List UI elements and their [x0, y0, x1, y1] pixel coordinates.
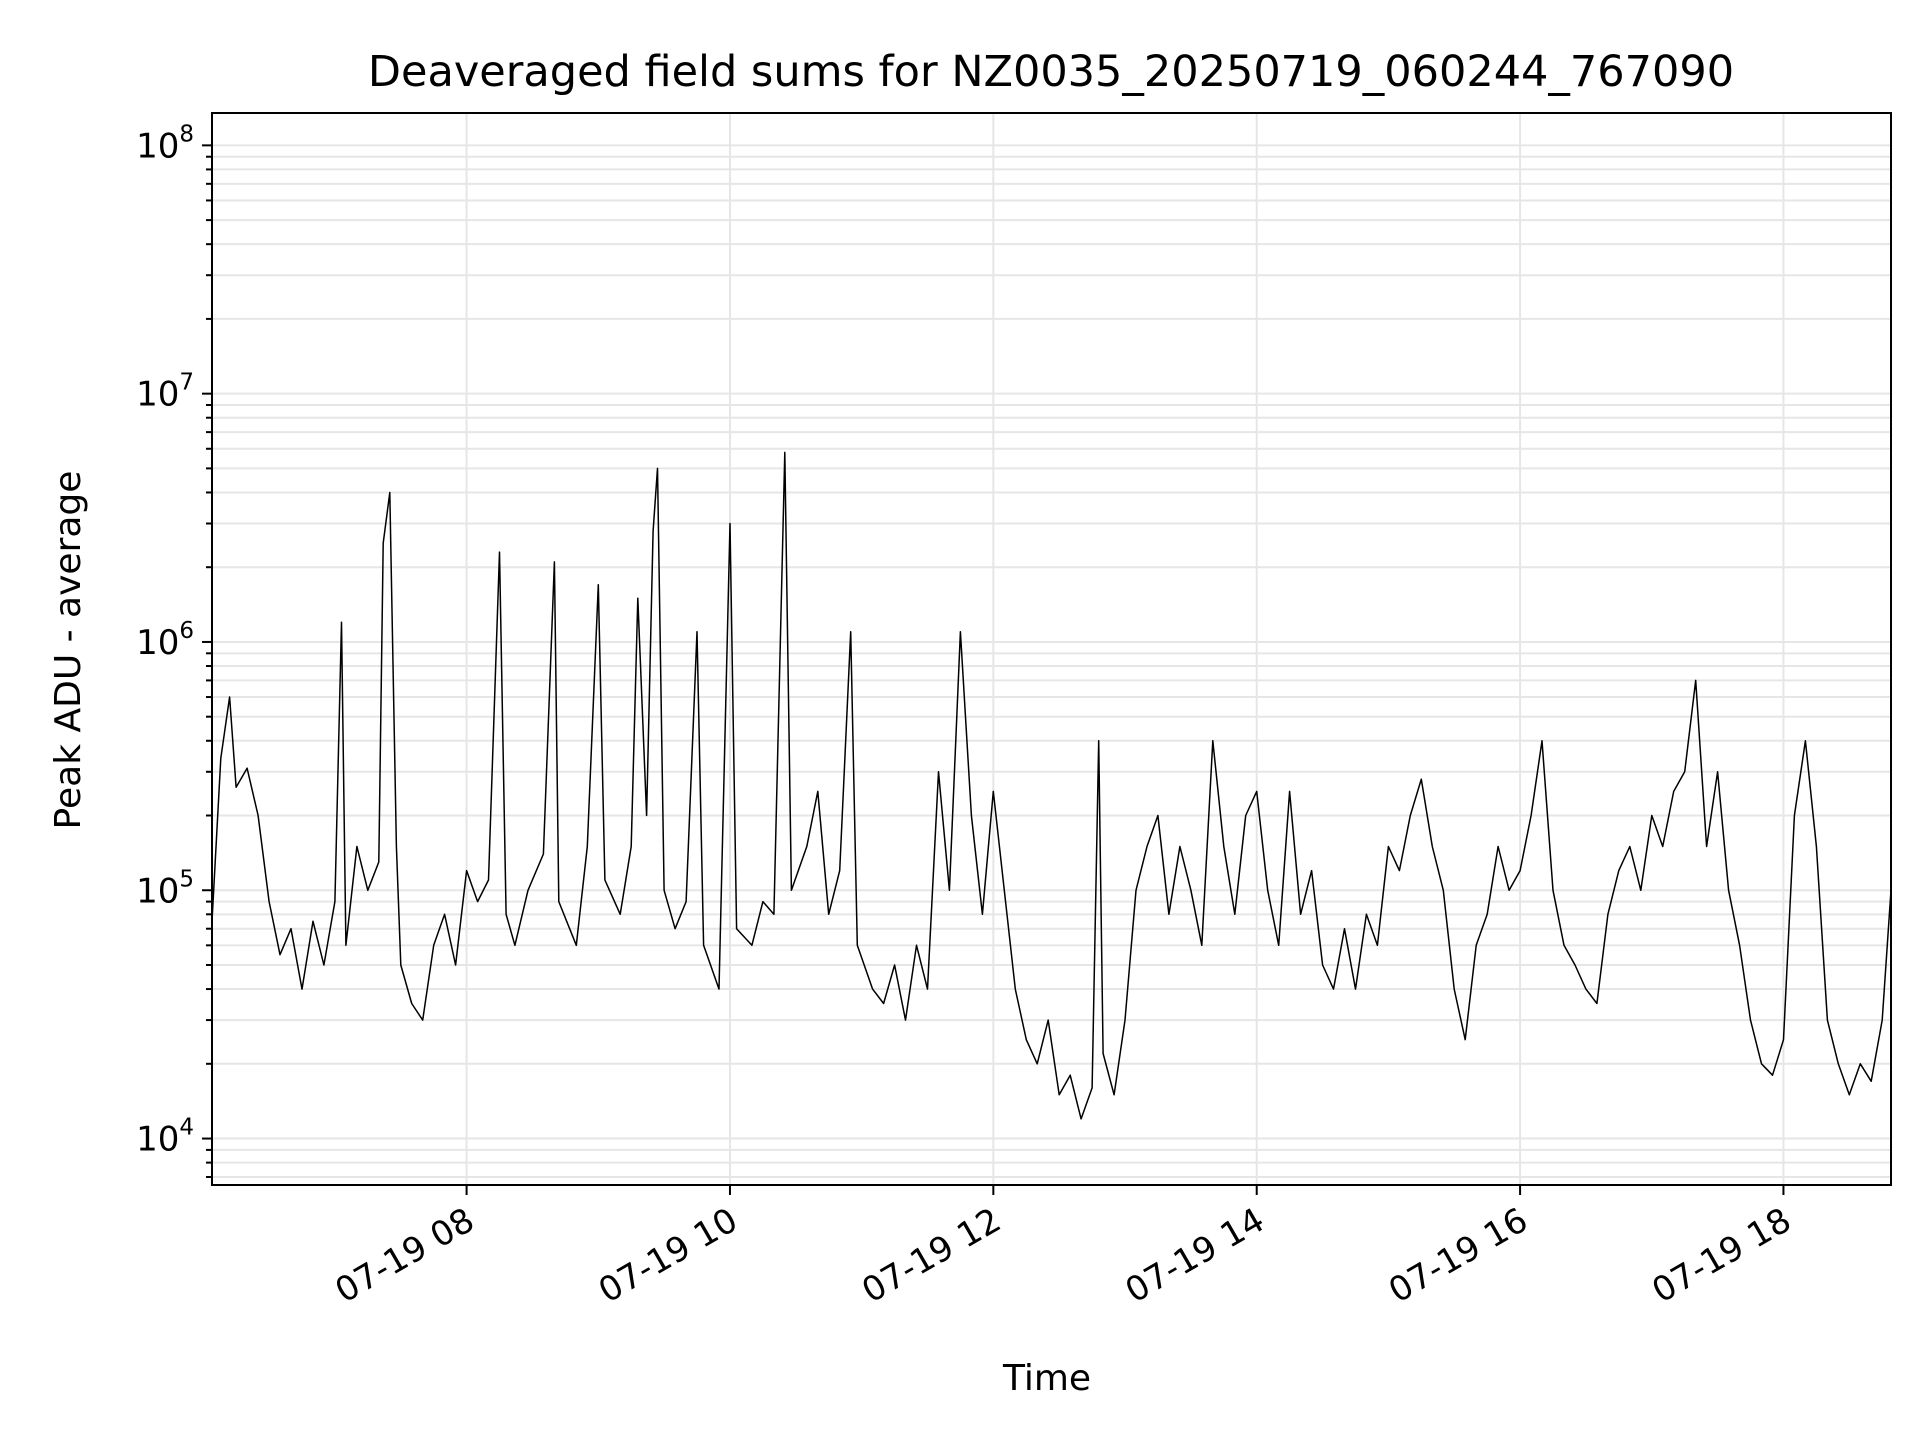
y-tick-label: 108: [136, 121, 194, 166]
y-tick-label: 105: [136, 866, 194, 911]
plot-frame: [211, 112, 1892, 1186]
grid: [212, 113, 1891, 1185]
x-axis-title: Time: [1002, 1358, 1091, 1399]
series-line: [211, 451, 1892, 1120]
chart-title: Deaveraged field sums for NZ0035_2025071…: [368, 47, 1734, 97]
y-tick-label: 107: [136, 370, 194, 415]
y-axis-title: Peak ADU - average: [48, 471, 89, 830]
y-axis: 104 105 106 107 108: [136, 121, 212, 1179]
y-tick-label: 106: [136, 618, 194, 663]
y-tick-label: 104: [136, 1115, 194, 1160]
series-layer: [211, 451, 1892, 1120]
